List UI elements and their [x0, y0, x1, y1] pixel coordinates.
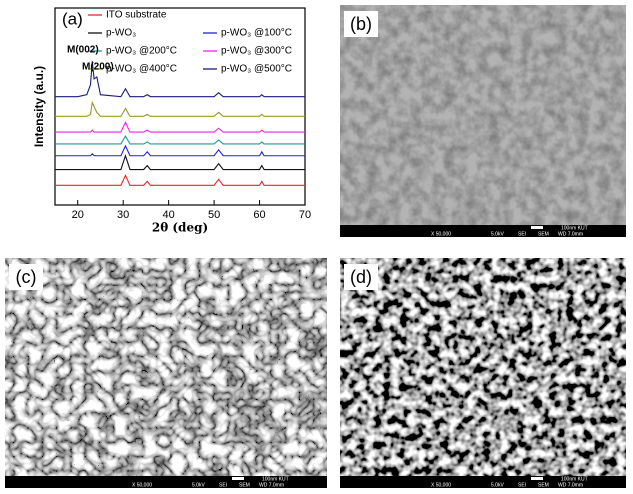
sem-info: SEI	[518, 482, 526, 488]
legend-label: p-WO₃	[106, 28, 136, 39]
plot-frame	[54, 7, 306, 206]
scale-bar	[232, 477, 244, 480]
legend-label: p-WO₃ @300°C	[221, 46, 292, 57]
sem-info: SEM	[239, 482, 250, 488]
info-bar	[340, 225, 626, 237]
x-tick-label: 50	[208, 209, 220, 221]
sem-info: SEM	[538, 231, 549, 237]
y-axis-label: Intensity (a.u.)	[32, 66, 46, 147]
sem-info: SEM	[538, 482, 549, 488]
sem-info: 5.0kV	[491, 231, 504, 237]
x-tick-label: 30	[117, 209, 129, 221]
legend-label: ITO substrate	[106, 10, 167, 21]
xrd-pattern	[55, 100, 305, 117]
scale-label: 100nm KUT	[561, 476, 588, 482]
scale-bar	[531, 226, 543, 229]
sem-info: X 50,000	[431, 231, 451, 237]
sem-texture	[340, 258, 626, 476]
panel-label: (d)	[350, 267, 372, 287]
sem-info: X 50,000	[431, 482, 451, 488]
annotation: M(002)	[67, 45, 99, 56]
sem-info: WD 7.0mm	[558, 231, 583, 237]
info-bar	[340, 476, 626, 488]
xrd-chart: 20 30 40 50 60 70 2θ (deg) Intensity (a.u.) (a) I…	[32, 7, 311, 235]
legend-label: p-WO₃ @500°C	[221, 64, 292, 75]
label-box	[344, 11, 378, 37]
xrd-pattern	[55, 134, 305, 145]
xrd-pattern	[55, 174, 305, 186]
sem-info: WD 7.0mm	[259, 482, 284, 488]
info-bar	[5, 476, 327, 488]
xrd-pattern	[55, 120, 305, 133]
x-tick-label: 40	[163, 209, 175, 221]
x-tick-label: 20	[72, 209, 84, 221]
sem-panels: (b) 100nm KUT X 50,000 5.0kV SEI SEM WD 7.0mm (…	[5, 5, 626, 488]
x-axis-label: 2θ (deg)	[152, 221, 208, 235]
sem-info: WD 7.0mm	[558, 482, 583, 488]
sem-info: SEI	[219, 482, 227, 488]
panel-label: (c)	[16, 267, 37, 287]
panel-label: (a)	[62, 9, 83, 28]
scale-label: 100nm KUT	[262, 476, 289, 482]
sem-texture	[5, 258, 327, 476]
panel-label: (b)	[350, 14, 372, 34]
sem-texture	[340, 5, 626, 225]
legend-label: p-WO₃ @200°C	[106, 46, 177, 57]
sem-info: SEI	[518, 231, 526, 237]
sem-info: X 50,000	[132, 482, 152, 488]
x-tick-label: 70	[299, 209, 311, 221]
sem-info: 5.0kV	[491, 482, 504, 488]
xrd-pattern	[55, 153, 305, 171]
legend-label: p-WO₃ @400°C	[106, 64, 177, 75]
label-box	[344, 264, 378, 290]
scale-bar	[531, 477, 543, 480]
legend-label: p-WO₃ @100°C	[221, 28, 292, 39]
annotation: M(200)	[82, 62, 114, 73]
xrd-pattern	[55, 144, 305, 157]
x-tick-label: 60	[253, 209, 265, 221]
xrd-pattern	[55, 61, 305, 98]
sem-info: 5.0kV	[192, 482, 205, 488]
scale-label: 100nm KUT	[561, 225, 588, 231]
label-box	[9, 264, 43, 290]
